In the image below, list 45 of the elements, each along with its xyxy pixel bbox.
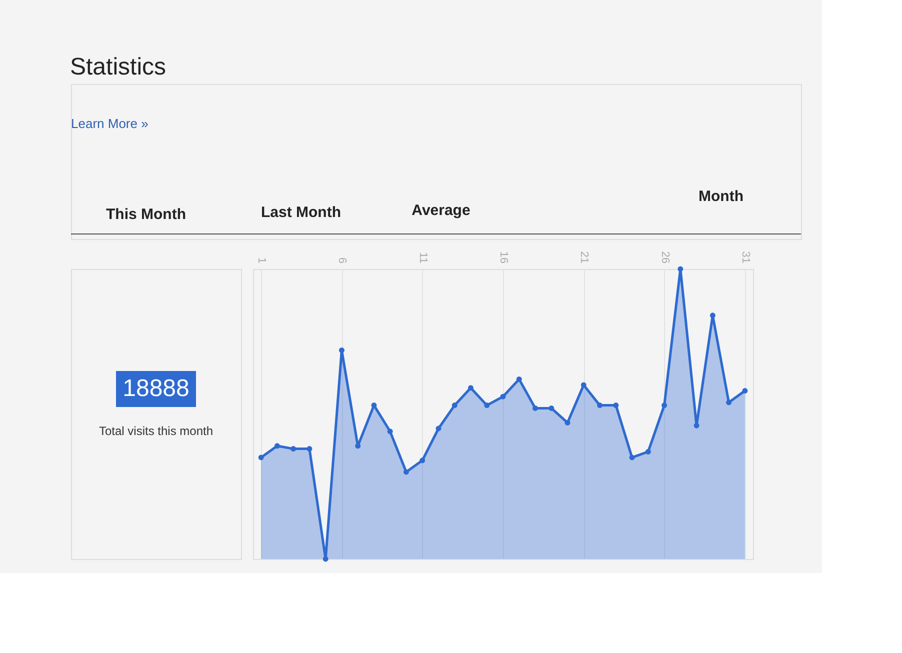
x-tick-label: 16 (498, 251, 510, 264)
point (274, 443, 280, 449)
point (403, 469, 409, 475)
point (742, 388, 748, 394)
point (678, 266, 684, 272)
point (564, 420, 570, 426)
point (258, 454, 264, 460)
point (338, 347, 344, 353)
text: 18888 (122, 375, 190, 402)
point (710, 312, 716, 318)
point (420, 458, 426, 464)
point (597, 402, 603, 408)
x-tick-label: 21 (578, 251, 590, 264)
point (468, 385, 474, 391)
point (694, 422, 700, 428)
text: Learn More » (71, 116, 148, 131)
point (322, 556, 328, 562)
point (387, 428, 393, 434)
point (629, 454, 635, 460)
x-tick-label: 1 (256, 257, 268, 264)
x-tick-label: 6 (336, 257, 348, 264)
x-tick-label: 11 (416, 252, 429, 264)
x-tick-label: 31 (739, 251, 752, 264)
point (548, 405, 554, 411)
text: This Month (106, 206, 186, 223)
point (306, 446, 312, 452)
text: Last Month (261, 204, 341, 221)
point (613, 402, 619, 408)
point (726, 400, 732, 406)
text: Average (412, 202, 470, 219)
point (436, 426, 442, 432)
point (645, 448, 651, 454)
point (452, 402, 458, 408)
point (355, 443, 361, 449)
point (484, 402, 490, 408)
point (662, 402, 668, 408)
chart-title: Statistics (70, 54, 166, 80)
point (532, 405, 538, 411)
point (500, 394, 506, 400)
point (580, 382, 586, 388)
x-tick-label: 26 (658, 251, 671, 264)
point (516, 376, 522, 382)
text: Month (698, 188, 744, 205)
point (290, 446, 296, 452)
text: Total visits this month (98, 424, 214, 438)
